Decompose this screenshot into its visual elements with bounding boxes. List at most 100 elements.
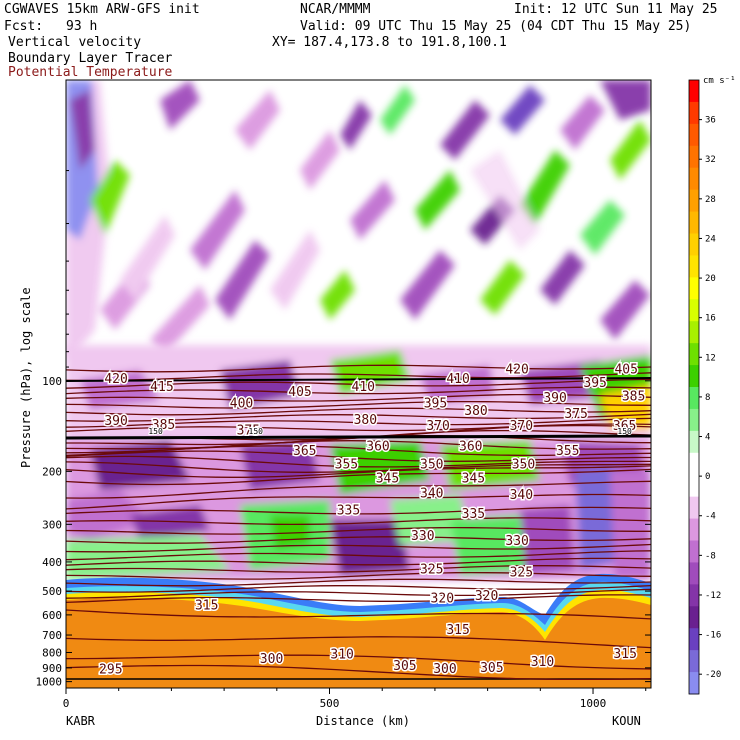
colorbar-label: -12 — [705, 591, 721, 601]
potential-temperature-contours — [66, 364, 651, 681]
colorbar-swatch — [689, 562, 699, 585]
contour-label: 300 — [260, 652, 283, 667]
contour-label: 360 — [366, 439, 389, 454]
forecast-label: Fcst: — [4, 19, 44, 34]
theta-contour — [66, 517, 651, 526]
colorbar-swatch — [689, 452, 699, 476]
contour-label: 340 — [420, 486, 443, 501]
org-title: NCAR/MMMM — [300, 2, 371, 17]
y-tick-label: 800 — [42, 646, 62, 659]
theta-contour — [66, 584, 651, 593]
contour-label: 395 — [583, 376, 606, 391]
level-label: 150 — [148, 427, 163, 436]
colorbar-swatch — [689, 343, 699, 366]
contour-label: 355 — [556, 444, 579, 459]
contour-label: 340 — [510, 488, 533, 503]
contour-label: 380 — [464, 404, 487, 419]
x-tick-label: 1000 — [580, 697, 607, 710]
theta-contour — [66, 364, 651, 373]
contour-label: 370 — [426, 419, 449, 434]
contour-label: 305 — [480, 661, 503, 676]
colorbar-swatch — [689, 277, 699, 300]
colorbar-frame — [688, 79, 700, 695]
contour-label: 360 — [459, 439, 482, 454]
field-vertical-velocity: Vertical velocity — [8, 35, 142, 50]
contour-label: 320 — [475, 589, 498, 604]
colorbar-label: -8 — [705, 551, 716, 561]
theta-contour — [66, 557, 651, 566]
theta-contour-boundary — [66, 636, 651, 649]
contour-label: 400 — [230, 396, 253, 411]
contour-label: 320 — [431, 591, 454, 606]
contour-label: 410 — [446, 372, 469, 387]
theta-contour — [66, 445, 651, 457]
theta-contour — [66, 417, 651, 428]
colorbar-swatch — [689, 233, 699, 256]
colorbar-label: 16 — [705, 314, 716, 324]
contour-label: 405 — [614, 362, 637, 377]
theta-contour — [66, 526, 651, 535]
contour-label: 305 — [393, 659, 416, 674]
theta-contour — [66, 468, 651, 486]
contour-label: 310 — [330, 647, 353, 662]
colorbar-swatch — [689, 387, 699, 410]
colorbar-swatch — [689, 540, 699, 563]
colorbar-swatch — [689, 430, 699, 454]
theta-contour — [66, 400, 651, 409]
contour-label: 345 — [376, 472, 399, 487]
y-tick-label: 300 — [42, 518, 62, 531]
field-boundary-layer-tracer: Boundary Layer Tracer — [8, 51, 173, 66]
colorbar-label: 28 — [705, 195, 716, 205]
contour-label: 325 — [420, 562, 443, 577]
colorbar-swatch — [689, 80, 699, 103]
contour-label: 335 — [462, 507, 485, 522]
contour-label: 300 — [433, 662, 456, 677]
contour-label: 375 — [564, 407, 587, 422]
colorbar-swatch — [689, 255, 699, 278]
contour-label: 375 — [237, 423, 260, 438]
colorbar-label: 20 — [705, 274, 716, 284]
colorbar-swatch — [689, 408, 699, 432]
forecast-hour: 93 h — [66, 19, 98, 34]
y-tick-label: 600 — [42, 609, 62, 622]
contour-label: 385 — [152, 418, 175, 433]
contour-label: 385 — [622, 390, 645, 405]
init-time: Init: 12 UTC Sun 11 May 25 — [514, 2, 718, 17]
theta-contour-boundary — [66, 654, 651, 670]
theta-contour — [66, 386, 651, 395]
theta-contour — [66, 455, 651, 468]
theta-contour — [66, 565, 651, 573]
contour-label: 420 — [104, 372, 127, 387]
colorbar-label: -16 — [705, 631, 721, 641]
contour-label: 350 — [512, 457, 535, 472]
colorbar-swatch — [689, 101, 699, 125]
colorbar-swatch — [689, 211, 699, 234]
contour-label: 310 — [531, 655, 554, 670]
contour-label: 315 — [446, 623, 469, 638]
theta-contour — [66, 594, 651, 604]
contour-label: 325 — [510, 565, 533, 580]
contour-label: 395 — [424, 396, 447, 411]
y-tick-label: 700 — [42, 629, 62, 642]
x-axis: 0 500 1000 — [63, 688, 647, 710]
valid-time: Valid: 09 UTC Thu 15 May 25 (04 CDT Thu … — [300, 19, 692, 34]
x-axis-label: Distance (km) — [316, 714, 410, 728]
theta-contour — [66, 588, 651, 599]
tropopause-line — [65, 434, 652, 440]
theta-contour — [66, 550, 651, 561]
contour-label: 355 — [335, 457, 358, 472]
theta-contour — [66, 393, 651, 402]
colorbar-swatch — [689, 189, 699, 213]
contour-label: 315 — [613, 647, 636, 662]
level-line-upper — [65, 377, 652, 382]
contour-label: 415 — [150, 380, 173, 395]
theta-contour — [66, 480, 651, 499]
theta-contour — [66, 378, 651, 389]
colorbar-label: 8 — [705, 393, 710, 403]
theta-contour — [66, 493, 651, 510]
contour-label: 345 — [462, 472, 485, 487]
contour-label: 405 — [288, 385, 311, 400]
contour-label: 390 — [104, 414, 127, 429]
theta-contour — [66, 578, 651, 587]
